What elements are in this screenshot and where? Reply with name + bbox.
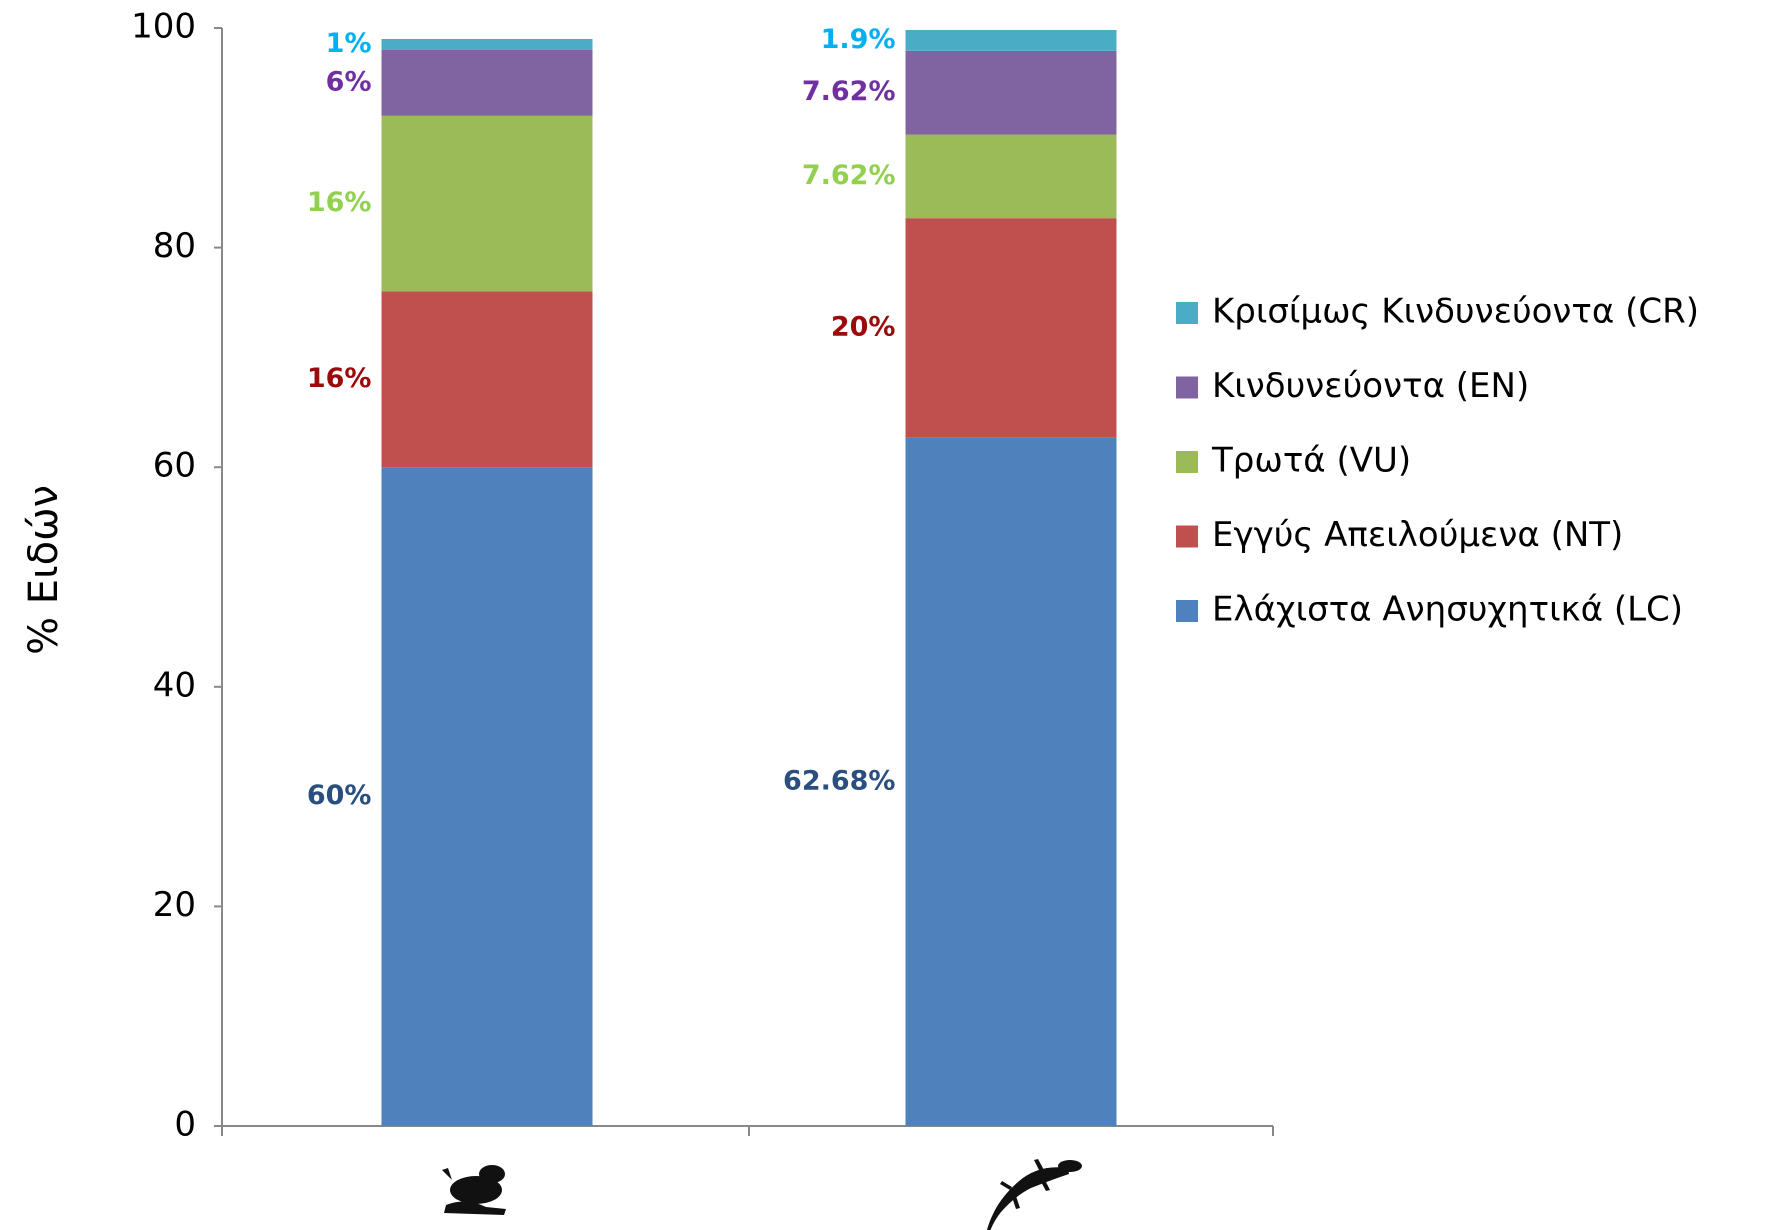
legend-label: Ελάχιστα Ανησυχητικά (LC) xyxy=(1212,590,1683,630)
bar-segment xyxy=(905,218,1117,438)
legend-swatch xyxy=(1176,600,1198,622)
data-label: 16% xyxy=(307,187,372,218)
bar-segment xyxy=(381,38,593,50)
bar-segment xyxy=(381,49,593,116)
y-tick-label: 100 xyxy=(131,7,196,47)
data-label: 20% xyxy=(831,311,896,342)
legend-label: Τρωτά (VU) xyxy=(1211,441,1411,481)
data-label: 6% xyxy=(326,66,372,97)
y-tick-label: 0 xyxy=(174,1105,196,1145)
legend-swatch xyxy=(1176,525,1198,548)
data-label: 1% xyxy=(326,28,372,59)
bar-segment xyxy=(381,467,593,1126)
lizard-icon xyxy=(986,1159,1082,1230)
bar-segment xyxy=(905,50,1117,135)
bar-segment xyxy=(905,437,1117,1127)
legend-swatch xyxy=(1176,302,1198,324)
legend-swatch xyxy=(1176,376,1198,399)
data-label: 60% xyxy=(307,780,372,811)
legend-label: Εγγύς Απειλούμενα (NT) xyxy=(1212,515,1623,555)
legend-label: Κρισίμως Κινδυνεύοντα (CR) xyxy=(1212,292,1699,332)
bar-segment xyxy=(905,134,1117,219)
data-label: 16% xyxy=(307,363,372,394)
y-tick-label: 40 xyxy=(153,665,196,705)
bar-segment xyxy=(905,29,1117,51)
legend-swatch xyxy=(1176,451,1198,473)
data-label: 62.68% xyxy=(783,765,895,796)
y-tick-label: 60 xyxy=(153,446,196,486)
data-label: 7.62% xyxy=(802,76,896,107)
y-axis-title: % Ειδών xyxy=(21,485,67,655)
legend-label: Κινδυνεύοντα (EN) xyxy=(1212,366,1529,406)
bar-segment xyxy=(381,115,593,292)
data-label: 7.62% xyxy=(802,160,896,191)
data-label: 1.9% xyxy=(821,24,896,55)
y-tick-label: 20 xyxy=(153,885,196,925)
y-tick-label: 80 xyxy=(153,226,196,266)
bar-segment xyxy=(381,291,593,468)
frog-icon xyxy=(442,1165,506,1215)
